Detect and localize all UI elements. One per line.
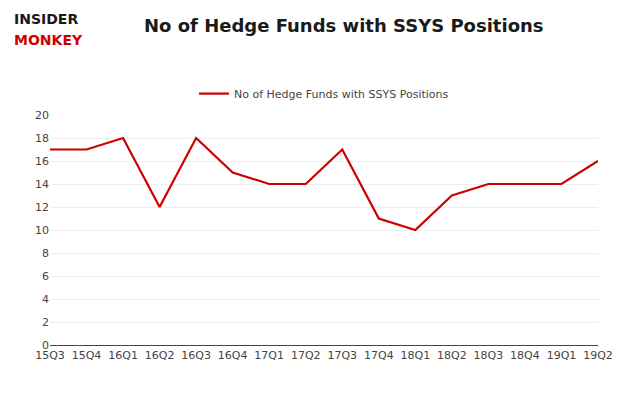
svg-text:15Q3: 15Q3 <box>35 349 65 362</box>
svg-text:0: 0 <box>42 339 49 352</box>
svg-text:17Q1: 17Q1 <box>254 349 284 362</box>
svg-text:19Q2: 19Q2 <box>583 349 613 362</box>
svg-text:No of Hedge Funds with SSYS Po: No of Hedge Funds with SSYS Positions <box>144 15 544 36</box>
svg-text:20: 20 <box>35 109 49 122</box>
svg-text:14: 14 <box>35 178 49 191</box>
svg-text:18Q3: 18Q3 <box>474 349 504 362</box>
svg-text:16Q1: 16Q1 <box>108 349 138 362</box>
svg-text:2: 2 <box>42 316 49 329</box>
svg-text:18Q2: 18Q2 <box>437 349 467 362</box>
svg-text:18: 18 <box>35 132 49 145</box>
svg-text:No of Hedge Funds with SSYS Po: No of Hedge Funds with SSYS Positions <box>234 88 449 101</box>
svg-text:15Q4: 15Q4 <box>72 349 102 362</box>
svg-text:16: 16 <box>35 155 49 168</box>
svg-text:17Q3: 17Q3 <box>327 349 357 362</box>
svg-text:4: 4 <box>42 293 49 306</box>
svg-text:16Q4: 16Q4 <box>218 349 248 362</box>
svg-text:17Q2: 17Q2 <box>291 349 321 362</box>
svg-text:19Q1: 19Q1 <box>547 349 577 362</box>
svg-text:MONKEY: MONKEY <box>14 32 83 48</box>
svg-text:16Q3: 16Q3 <box>181 349 211 362</box>
svg-text:16Q2: 16Q2 <box>145 349 175 362</box>
svg-text:10: 10 <box>35 224 49 237</box>
svg-text:8: 8 <box>42 247 49 260</box>
svg-text:INSIDER: INSIDER <box>14 11 78 27</box>
svg-text:17Q4: 17Q4 <box>364 349 394 362</box>
svg-text:18Q4: 18Q4 <box>510 349 540 362</box>
svg-text:6: 6 <box>42 270 49 283</box>
svg-text:12: 12 <box>35 201 49 214</box>
svg-text:18Q1: 18Q1 <box>401 349 431 362</box>
